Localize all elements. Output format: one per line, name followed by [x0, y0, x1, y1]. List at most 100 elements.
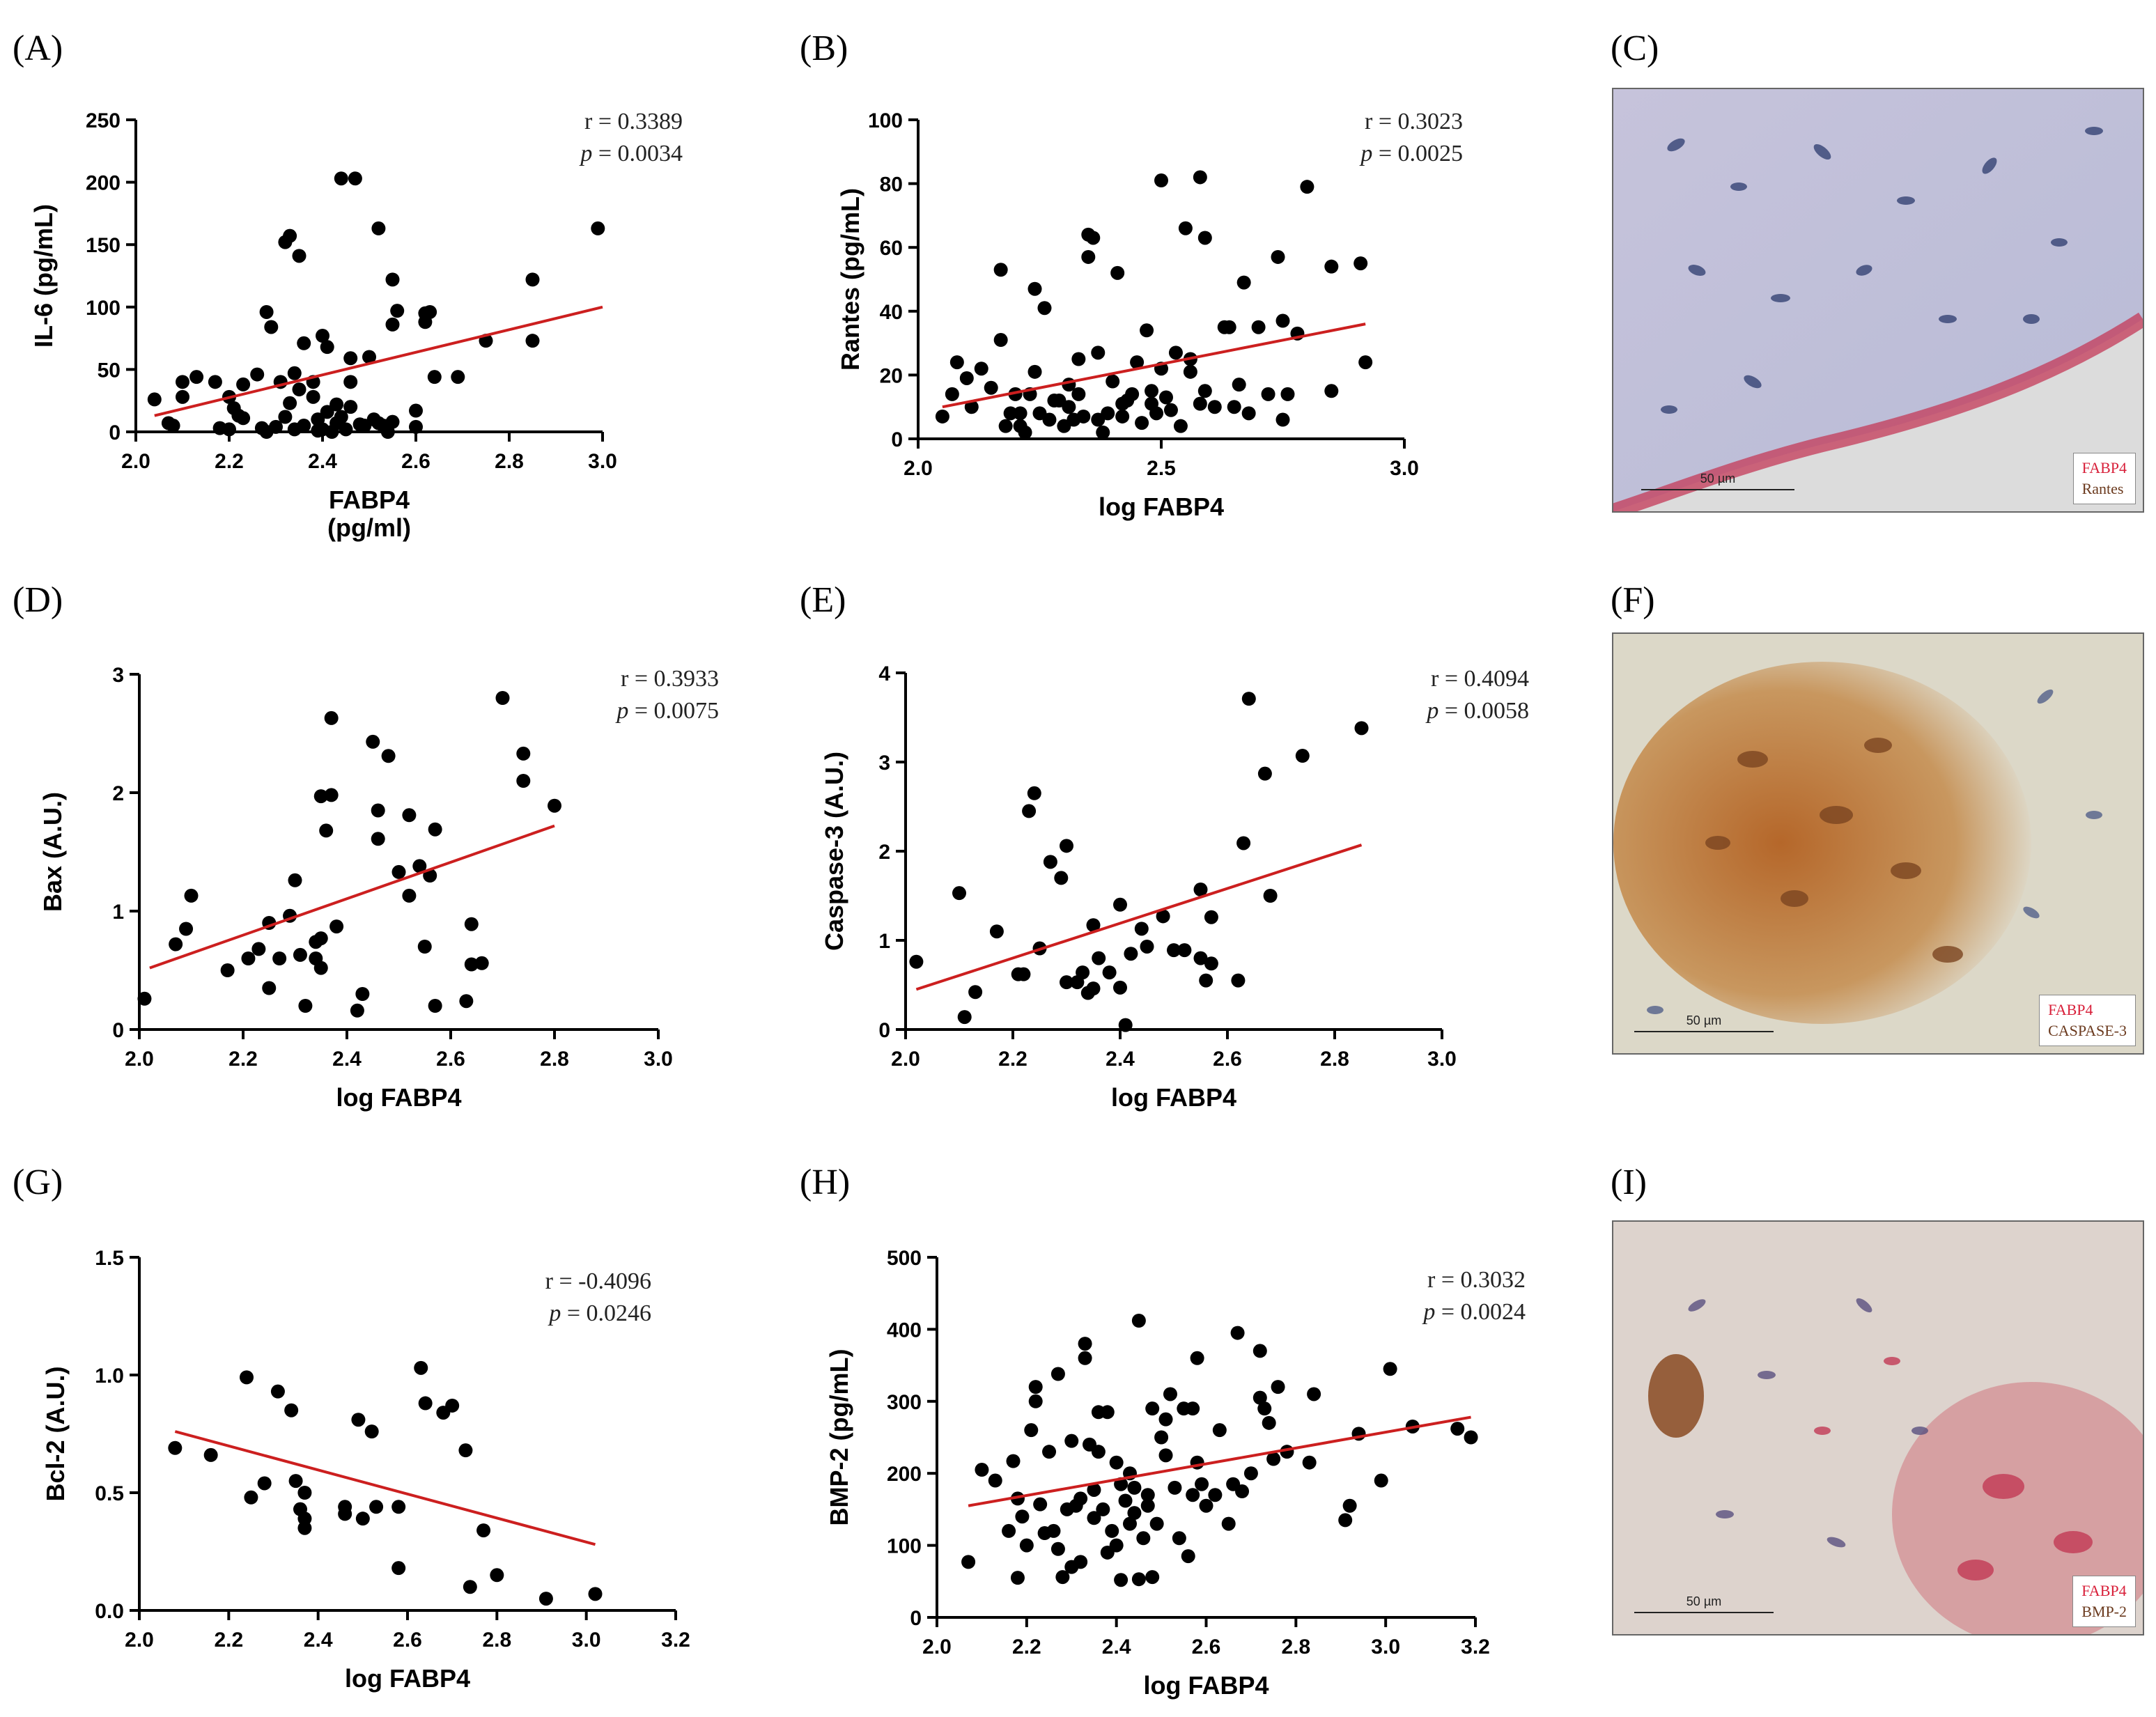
data-point-a [283, 396, 297, 410]
micrograph-i-image [1613, 1222, 2143, 1634]
micrograph-f: 50 µm FABP4 CASPASE-3 [1612, 632, 2144, 1055]
data-point-e [1027, 786, 1041, 800]
data-point-d [169, 937, 183, 951]
data-point-h [1140, 1488, 1155, 1502]
data-point-d [184, 888, 199, 903]
data-point-b [1018, 425, 1032, 440]
p-value-h: p = 0.0024 [1422, 1299, 1526, 1325]
data-point-b [974, 362, 988, 376]
x-tick-label-a: 2.8 [495, 450, 524, 473]
data-point-g [270, 1384, 285, 1399]
x-tick-label-h: 2.4 [1102, 1636, 1131, 1658]
data-point-h [1109, 1538, 1124, 1553]
data-point-g [490, 1568, 504, 1583]
data-point-a [236, 411, 251, 426]
y-axis-label-d: Bax (A.U.) [38, 792, 67, 912]
x-tick-label-g: 2.8 [482, 1629, 511, 1652]
data-point-d [293, 947, 307, 962]
data-point-b [1071, 352, 1086, 366]
data-point-d [313, 961, 328, 975]
data-point-d [366, 734, 380, 749]
data-point-e [1022, 804, 1037, 818]
data-point-a [525, 334, 540, 348]
data-point-b [1140, 323, 1154, 338]
x-tick-label-a: 2.6 [401, 450, 431, 473]
x-tick-label-d: 2.8 [540, 1048, 569, 1071]
data-point-h [1271, 1380, 1285, 1394]
x-axis-label2-a: (pg/ml) [327, 513, 411, 542]
y-tick-label-e: 4 [878, 662, 890, 685]
data-point-a [320, 405, 334, 419]
data-point-h [1122, 1516, 1137, 1531]
data-point-a [451, 370, 465, 384]
data-point-e [1054, 871, 1069, 885]
data-point-e [909, 954, 924, 969]
data-point-b [1135, 416, 1149, 430]
data-point-a [278, 410, 293, 424]
data-point-h [1342, 1498, 1357, 1513]
legend-c-rantes: Rantes [2081, 480, 2124, 497]
data-point-h [1006, 1454, 1021, 1468]
data-point-d [428, 822, 442, 837]
data-point-a [250, 367, 265, 382]
data-point-d [329, 919, 344, 934]
data-point-h [1221, 1516, 1236, 1531]
p-number-d: = 0.0075 [628, 698, 719, 724]
data-point-h [1078, 1351, 1092, 1365]
p-value-b: p = 0.0025 [1359, 141, 1463, 166]
data-point-h [1145, 1401, 1160, 1416]
data-point-g [297, 1486, 312, 1500]
x-tick-label-e: 2.2 [998, 1048, 1027, 1071]
data-point-d [350, 1003, 364, 1018]
data-point-b [998, 419, 1013, 433]
data-point-d [262, 981, 277, 995]
data-point-a [409, 403, 423, 418]
p-number-a: = 0.0034 [592, 141, 683, 166]
data-point-h [1091, 1445, 1106, 1459]
x-axis-label-a: FABP4 [329, 485, 410, 514]
data-point-h [1046, 1523, 1061, 1538]
x-tick-label-h: 2.0 [922, 1636, 952, 1658]
data-point-b [1101, 406, 1115, 421]
p-value-g: p = 0.0246 [548, 1300, 651, 1326]
x-axis-label-b: log FABP4 [1099, 492, 1224, 521]
data-point-h [1015, 1509, 1030, 1524]
x-axis-label-g: log FABP4 [345, 1664, 470, 1693]
r-value-e: r = 0.4094 [1431, 666, 1529, 692]
data-point-b [1271, 249, 1285, 264]
p-value-e: p = 0.0058 [1425, 698, 1529, 724]
data-point-b [1042, 412, 1057, 427]
data-point-a [269, 419, 283, 434]
x-tick-label-a: 2.0 [121, 450, 150, 473]
p-symbol-h: p [1422, 1299, 1435, 1325]
data-point-h [1450, 1422, 1465, 1436]
r-value-g: r = -0.4096 [545, 1268, 651, 1294]
data-point-a [343, 351, 358, 366]
data-point-a [259, 304, 274, 319]
data-point-e [1231, 973, 1246, 988]
regression-line-d [149, 824, 555, 970]
data-point-h [1078, 1337, 1092, 1351]
data-point-d [355, 987, 370, 1001]
p-number-b: = 0.0025 [1372, 141, 1463, 166]
regression-line-a [154, 305, 603, 417]
data-point-d [459, 994, 474, 1009]
data-point-b [964, 400, 979, 414]
data-point-h [1073, 1491, 1088, 1506]
data-point-e [1076, 965, 1090, 980]
data-point-a [525, 272, 540, 287]
x-tick-label-d: 2.4 [332, 1048, 362, 1071]
y-tick-label-e: 2 [878, 841, 890, 864]
data-point-h [1055, 1570, 1070, 1585]
x-tick-label-g: 3.0 [572, 1629, 601, 1652]
data-point-b [949, 355, 964, 370]
data-point-d [241, 951, 256, 965]
data-point-b [1241, 406, 1256, 421]
y-tick-label-g: 1.0 [95, 1365, 124, 1388]
data-point-h [1464, 1430, 1478, 1445]
data-point-b [1236, 275, 1251, 290]
data-point-h [1028, 1380, 1043, 1394]
data-point-h [1050, 1541, 1065, 1556]
y-tick-label-h: 0 [910, 1607, 922, 1630]
data-point-e [1060, 839, 1073, 853]
